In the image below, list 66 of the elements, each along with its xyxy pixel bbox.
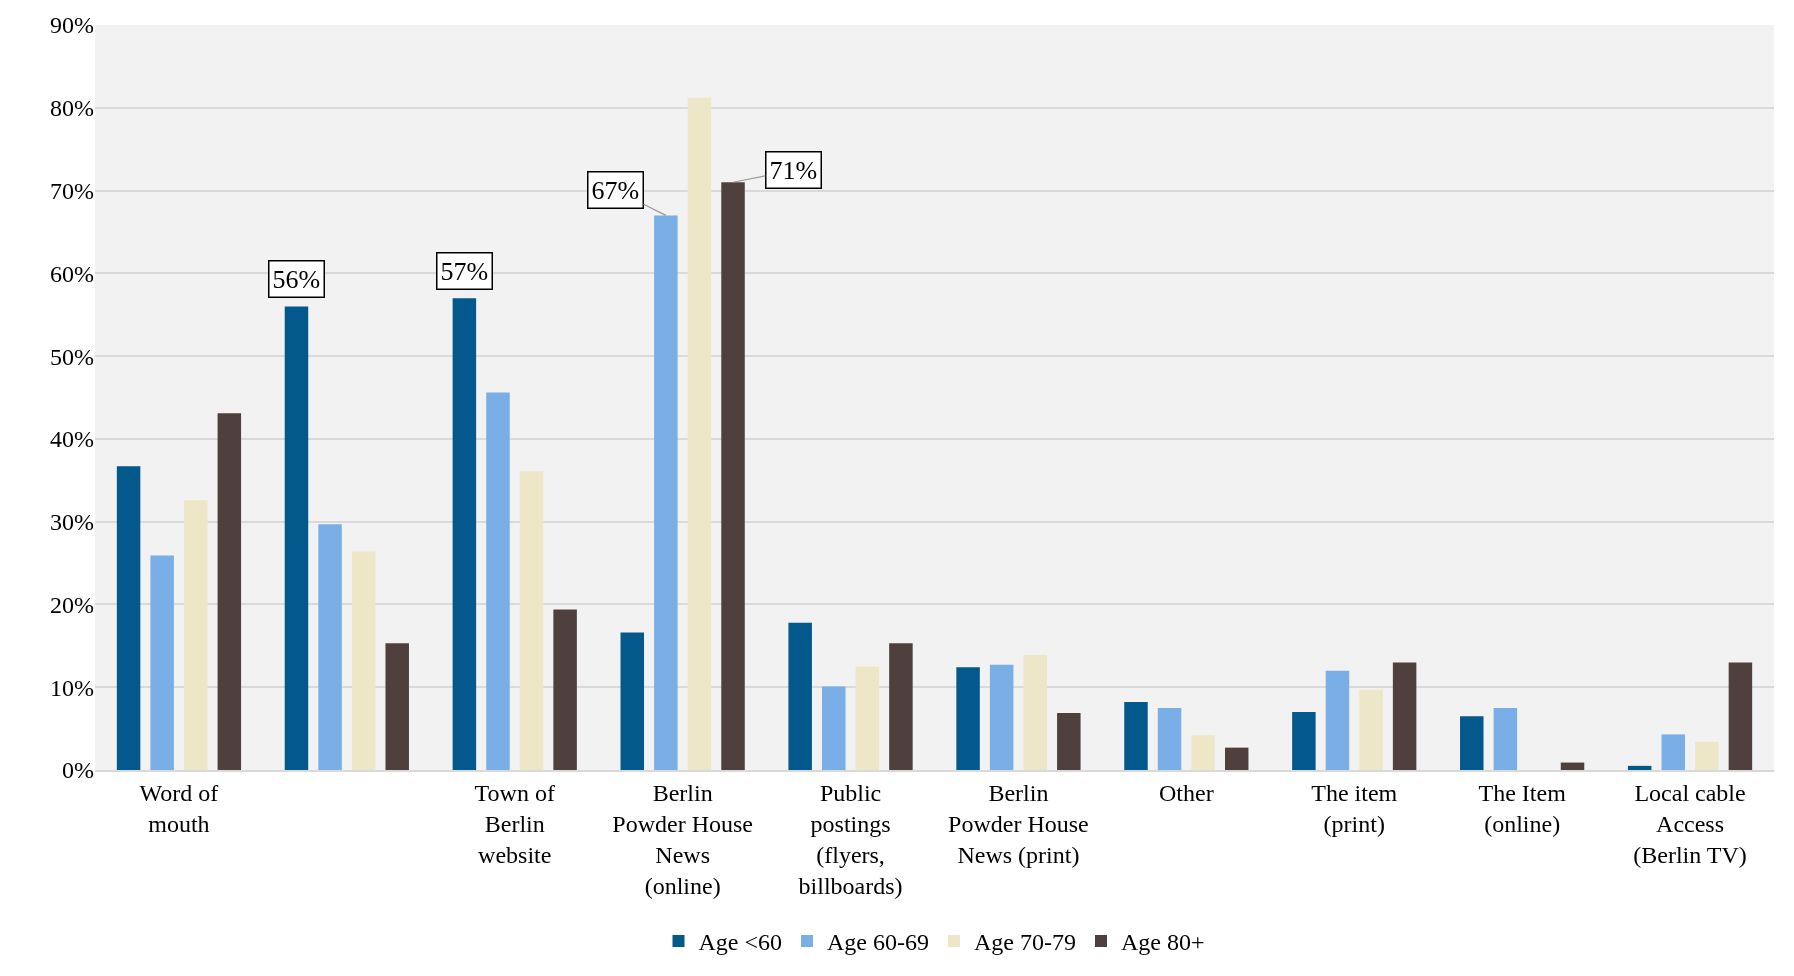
- y-tick-label: 60%: [50, 260, 94, 287]
- bar: [1460, 716, 1484, 770]
- bar: [553, 609, 577, 770]
- y-tick-label: 80%: [50, 95, 94, 122]
- bar: [1728, 662, 1753, 770]
- bar: [889, 643, 913, 770]
- bar: [1157, 707, 1182, 770]
- y-tick-label: 40%: [50, 426, 94, 453]
- bar: [788, 622, 812, 770]
- bar: [1224, 747, 1249, 770]
- bar: [855, 666, 880, 770]
- y-tick-label: 50%: [50, 343, 94, 370]
- data-label: 56%: [272, 264, 321, 294]
- x-tick-label: The item (print): [1311, 779, 1398, 837]
- bar: [217, 413, 242, 770]
- bar: [519, 471, 544, 770]
- bar: [183, 500, 208, 770]
- data-label: 67%: [591, 175, 640, 205]
- x-tick-label: Local cable Access (Berlin TV): [1633, 779, 1747, 869]
- y-tick-label: 90%: [50, 12, 94, 39]
- bar: [1325, 670, 1350, 770]
- bar: [1191, 735, 1215, 770]
- bar: [654, 215, 678, 770]
- y-tick-label: 20%: [50, 591, 94, 618]
- bar: [1292, 712, 1316, 770]
- bar: [1661, 734, 1686, 770]
- bar: [1359, 689, 1383, 770]
- y-tick-label: 10%: [50, 674, 94, 701]
- y-tick-label: 30%: [50, 509, 94, 536]
- legend-label: Age 70-79: [974, 929, 1076, 956]
- legend-label: Age 80+: [1121, 929, 1205, 956]
- y-tick-label: 0%: [62, 757, 94, 784]
- bar: [620, 632, 645, 770]
- bar: [385, 643, 409, 770]
- bar: [1560, 762, 1585, 770]
- x-tick-label: The Item (online): [1478, 779, 1567, 837]
- bar: [1695, 741, 1719, 770]
- legend-label: Age 60-69: [827, 929, 930, 956]
- x-tick-label: Berlin Powder House News (online): [612, 779, 753, 900]
- bar: [1493, 707, 1518, 770]
- bar: [1023, 654, 1047, 770]
- bar: [351, 551, 376, 770]
- x-tick-label: Public postings (flyers, billboards): [798, 779, 903, 900]
- bar: [284, 306, 309, 770]
- bar: [989, 664, 1014, 770]
- y-tick-label: 70%: [50, 177, 94, 204]
- x-tick-label: Other: [1159, 779, 1214, 806]
- bar: [150, 555, 174, 770]
- x-tick-label: Town of Berlin website: [474, 779, 555, 869]
- bar: [956, 667, 980, 770]
- data-label: 57%: [440, 256, 489, 286]
- bar: [452, 298, 477, 770]
- bar: [822, 686, 846, 770]
- bar: [116, 466, 141, 770]
- bar: [1392, 662, 1417, 770]
- x-tick-label: Berlin Powder House News (print): [948, 779, 1089, 869]
- bar: [1124, 702, 1148, 770]
- data-label: 71%: [769, 155, 818, 185]
- bar: [486, 392, 510, 770]
- bar: [1627, 765, 1652, 770]
- bar: [687, 97, 712, 770]
- legend-label: Age <60: [698, 929, 783, 956]
- x-tick-label: Word of mouth: [139, 779, 219, 837]
- bar: [1057, 712, 1081, 770]
- bar: [318, 524, 342, 770]
- bar: [721, 182, 745, 770]
